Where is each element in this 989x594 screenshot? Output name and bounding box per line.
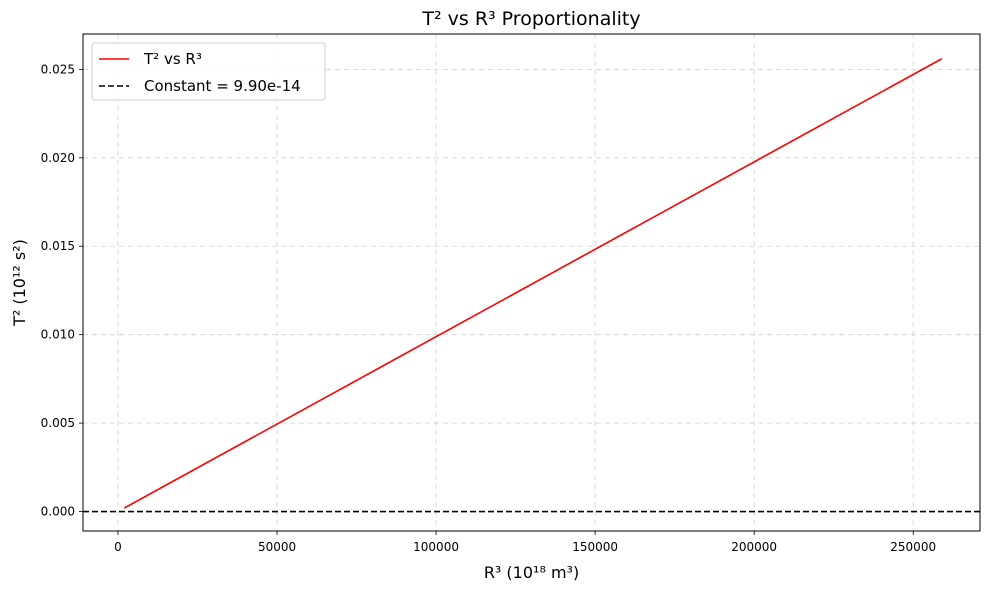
x-tick-label: 250000 xyxy=(890,540,936,554)
y-tick-label: 0.015 xyxy=(41,239,75,253)
chart-title: T² vs R³ Proportionality xyxy=(421,8,640,30)
x-tick-label: 50000 xyxy=(258,540,296,554)
y-tick-label: 0.010 xyxy=(41,328,75,342)
y-axis-ticks: 0.000 0.005 0.010 0.015 0.020 0.025 xyxy=(41,62,83,519)
legend-label: T² vs R³ xyxy=(143,50,202,68)
y-tick-label: 0.020 xyxy=(41,151,75,165)
x-tick-label: 200000 xyxy=(731,540,777,554)
x-axis-ticks: 0 50000 100000 150000 200000 250000 xyxy=(114,531,936,554)
y-tick-label: 0.005 xyxy=(41,416,75,430)
series-layer xyxy=(83,58,980,513)
x-axis-title: R³ (10¹⁸ m³) xyxy=(484,563,579,582)
y-axis-title: T² (10¹² s²) xyxy=(10,239,29,327)
legend-box xyxy=(91,42,326,101)
legend: T² vs R³ Constant = 9.90e-14 xyxy=(91,42,326,101)
y-tick-label: 0.000 xyxy=(41,505,75,519)
x-tick-label: 0 xyxy=(114,540,122,554)
x-tick-label: 100000 xyxy=(413,540,459,554)
plot-frame xyxy=(82,33,981,532)
legend-label: Constant = 9.90e-14 xyxy=(144,77,301,95)
y-tick-label: 0.025 xyxy=(41,62,75,76)
series-line xyxy=(123,58,943,509)
x-tick-label: 150000 xyxy=(572,540,618,554)
